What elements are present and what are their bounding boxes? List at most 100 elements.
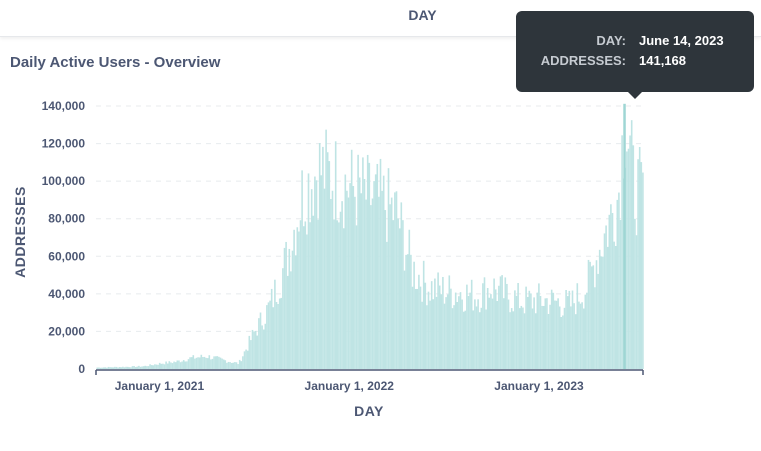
bar[interactable] bbox=[112, 367, 115, 369]
bar[interactable] bbox=[128, 367, 131, 369]
bar[interactable] bbox=[525, 286, 527, 369]
bar[interactable] bbox=[595, 260, 598, 369]
bar[interactable] bbox=[549, 304, 551, 369]
bar[interactable] bbox=[237, 364, 239, 369]
bar[interactable] bbox=[253, 331, 255, 369]
bar[interactable] bbox=[467, 296, 470, 369]
bar[interactable] bbox=[280, 297, 283, 369]
bar[interactable] bbox=[317, 219, 319, 369]
bar[interactable] bbox=[366, 154, 369, 369]
bar[interactable] bbox=[542, 306, 545, 369]
bar[interactable] bbox=[107, 366, 110, 369]
bar[interactable] bbox=[194, 358, 196, 369]
bar[interactable] bbox=[158, 362, 161, 369]
bar[interactable] bbox=[288, 248, 291, 369]
bar[interactable] bbox=[259, 312, 262, 369]
bar[interactable] bbox=[286, 275, 289, 369]
bar[interactable] bbox=[437, 272, 439, 369]
bar[interactable] bbox=[226, 362, 228, 369]
bar[interactable] bbox=[550, 289, 553, 369]
bar[interactable] bbox=[581, 302, 583, 369]
bar[interactable] bbox=[544, 298, 547, 369]
bar[interactable] bbox=[96, 367, 99, 369]
bar[interactable] bbox=[584, 294, 587, 369]
bar[interactable] bbox=[149, 364, 151, 369]
bar[interactable] bbox=[238, 359, 241, 369]
bar[interactable] bbox=[598, 249, 601, 369]
bar[interactable] bbox=[507, 299, 510, 369]
bar[interactable] bbox=[174, 362, 177, 369]
bar[interactable] bbox=[157, 364, 159, 369]
bar[interactable] bbox=[394, 192, 396, 369]
bar[interactable] bbox=[195, 357, 198, 369]
bar[interactable] bbox=[254, 330, 257, 369]
bar[interactable] bbox=[264, 323, 267, 369]
bar[interactable] bbox=[181, 361, 183, 369]
bar[interactable] bbox=[184, 361, 187, 369]
bar[interactable] bbox=[408, 229, 411, 369]
bar[interactable] bbox=[594, 287, 596, 369]
bar[interactable] bbox=[522, 307, 524, 369]
bar[interactable] bbox=[222, 359, 225, 369]
bar[interactable] bbox=[534, 313, 537, 369]
bar[interactable] bbox=[518, 308, 521, 369]
bar[interactable] bbox=[357, 154, 359, 369]
bar[interactable] bbox=[491, 298, 494, 369]
bar[interactable] bbox=[312, 215, 315, 369]
bar[interactable] bbox=[614, 245, 617, 369]
bar[interactable] bbox=[118, 367, 121, 369]
bar[interactable] bbox=[349, 183, 351, 369]
bar[interactable] bbox=[278, 298, 281, 370]
bar[interactable] bbox=[139, 366, 142, 369]
bar[interactable] bbox=[514, 290, 516, 369]
bar[interactable] bbox=[536, 292, 539, 369]
bar[interactable] bbox=[258, 318, 260, 369]
bar[interactable] bbox=[360, 193, 363, 369]
bar[interactable] bbox=[547, 313, 550, 369]
bar[interactable] bbox=[341, 201, 343, 369]
bar[interactable] bbox=[494, 289, 497, 369]
bar[interactable] bbox=[235, 362, 238, 369]
bar[interactable] bbox=[448, 275, 451, 369]
bar[interactable] bbox=[261, 325, 263, 369]
bar[interactable] bbox=[272, 307, 275, 369]
bar[interactable] bbox=[382, 175, 385, 369]
bar[interactable] bbox=[421, 301, 423, 369]
bar[interactable] bbox=[526, 296, 529, 369]
bar[interactable] bbox=[411, 286, 414, 369]
bar[interactable] bbox=[216, 356, 219, 369]
bar[interactable] bbox=[218, 356, 220, 369]
bar[interactable] bbox=[144, 365, 147, 369]
bar[interactable] bbox=[363, 179, 366, 369]
bar[interactable] bbox=[509, 312, 511, 369]
bar[interactable] bbox=[298, 231, 300, 369]
bar[interactable] bbox=[374, 174, 377, 369]
bar[interactable] bbox=[566, 296, 569, 369]
bar[interactable] bbox=[488, 297, 491, 369]
bar[interactable] bbox=[506, 283, 508, 369]
bar[interactable] bbox=[309, 222, 311, 369]
bar[interactable] bbox=[422, 260, 425, 369]
bar[interactable] bbox=[458, 296, 460, 369]
bar[interactable] bbox=[381, 190, 383, 369]
bar[interactable] bbox=[250, 340, 252, 369]
bar[interactable] bbox=[315, 180, 318, 369]
bar[interactable] bbox=[117, 367, 119, 369]
bar[interactable] bbox=[418, 274, 420, 369]
bar[interactable] bbox=[634, 218, 636, 369]
bar[interactable] bbox=[134, 367, 137, 369]
bar[interactable] bbox=[219, 357, 222, 369]
bar[interactable] bbox=[395, 191, 398, 369]
bar[interactable] bbox=[485, 309, 487, 369]
bar[interactable] bbox=[459, 292, 462, 369]
bar[interactable] bbox=[275, 301, 278, 369]
bar[interactable] bbox=[501, 275, 503, 369]
bar[interactable] bbox=[323, 188, 326, 369]
bar[interactable] bbox=[102, 367, 105, 369]
bar[interactable] bbox=[210, 359, 212, 369]
bar[interactable] bbox=[608, 214, 611, 369]
bar[interactable] bbox=[474, 299, 476, 369]
bar[interactable] bbox=[147, 366, 150, 369]
bar[interactable] bbox=[477, 299, 479, 369]
bar[interactable] bbox=[150, 365, 153, 369]
